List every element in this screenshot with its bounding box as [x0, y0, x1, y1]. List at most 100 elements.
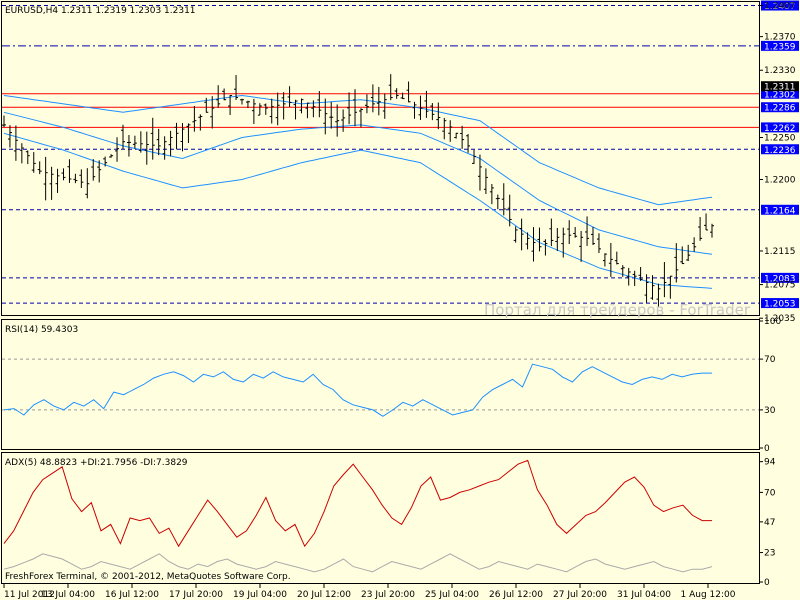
adx-title: ADX(5) 48.8823 +DI:21.7956 -DI:7.3829: [5, 458, 188, 468]
level-label-bg-5: [761, 144, 799, 155]
main-price-bars: [2, 74, 714, 307]
price-bar-86: [513, 226, 518, 243]
price-bar-78: [466, 134, 471, 153]
main-bands: [3, 94, 713, 289]
price-bar-62: [370, 84, 375, 113]
price-bar-61: [364, 94, 369, 114]
price-bar-111: [662, 262, 667, 298]
adx-ytick-label-3: 23: [764, 549, 775, 559]
price-bar-32: [192, 106, 197, 132]
rsi-panel-frame: [1, 319, 760, 450]
price-bar-14: [85, 168, 90, 199]
price-bar-82: [489, 184, 494, 205]
price-bar-66: [394, 88, 399, 99]
current-price-label: 1.2311: [764, 83, 796, 93]
price-bar-47: [281, 92, 286, 120]
price-bar-102: [608, 242, 613, 277]
rsi-ytick-label-1: 70: [764, 355, 776, 365]
price-bar-53: [317, 91, 322, 118]
price-bar-52: [311, 100, 316, 118]
price-bar-54: [323, 98, 328, 135]
price-bar-89: [531, 227, 536, 262]
x-tick-label-2: 16 Jul 12:00: [105, 590, 159, 600]
price-bar-64: [382, 93, 387, 119]
level-label-bg-2: [761, 88, 799, 99]
footer-copyright: FreshForex Terminal, © 2001-2012, MetaQu…: [5, 572, 291, 582]
level-label-bg-1: [761, 40, 799, 51]
price-bar-8: [49, 166, 54, 200]
price-bar-25: [150, 117, 155, 160]
main-ytick-label-2: 1.2330: [764, 66, 796, 76]
price-bar-103: [614, 251, 619, 265]
price-bar-70: [418, 95, 423, 120]
price-bar-83: [495, 194, 500, 210]
price-bar-38: [228, 94, 233, 116]
rsi-plot: 100 70 30 0: [2, 317, 781, 454]
price-bar-45: [269, 98, 274, 124]
price-bar-34: [204, 97, 209, 113]
price-bar-37: [222, 88, 227, 101]
price-bar-58: [347, 92, 352, 125]
x-tick-label-0: 11 Jul 2012: [4, 590, 55, 600]
price-bar-97: [579, 230, 584, 262]
level-label-bg-3: [761, 102, 799, 113]
price-bar-51: [305, 102, 310, 119]
x-tick-label-3: 17 Jul 20:00: [169, 590, 223, 600]
level-label-3: 1.2286: [764, 104, 796, 114]
price-bar-43: [257, 103, 262, 116]
price-bar-41: [245, 100, 250, 109]
price-bar-19: [115, 137, 120, 162]
price-bar-59: [353, 89, 358, 127]
upper-band: [3, 94, 713, 206]
price-bar-104: [620, 265, 625, 277]
x-tick-label-11: 1 Aug 12:00: [681, 590, 736, 600]
price-bar-40: [239, 98, 244, 105]
price-bar-26: [156, 128, 161, 156]
price-bar-90: [537, 227, 542, 252]
price-bar-11: [67, 159, 72, 183]
price-bar-114: [680, 246, 685, 265]
price-bar-36: [216, 85, 221, 108]
price-bar-28: [168, 130, 173, 157]
main-y-ticks: 1.2407 1.2370 1.2330 1.2250 1.2200 1.2115 1.20…: [759, 2, 796, 324]
adx-ytick-label-1: 70: [764, 488, 776, 498]
price-bar-0: [2, 115, 6, 128]
level-label-bg-8: [761, 298, 799, 309]
main-ytick-label-4: 1.2250: [764, 133, 796, 143]
price-bar-50: [299, 98, 304, 114]
level-label-bg-4: [761, 122, 799, 133]
rsi-series-0: [3, 363, 712, 417]
price-bar-88: [525, 232, 530, 250]
price-bar-93: [555, 227, 560, 251]
price-bar-81: [483, 168, 488, 194]
price-bar-73: [436, 102, 441, 130]
price-bar-56: [335, 104, 340, 137]
price-bar-108: [644, 274, 649, 303]
price-bar-118: [704, 213, 709, 231]
price-bar-42: [251, 98, 256, 124]
price-bar-55: [329, 101, 334, 129]
price-bar-74: [442, 117, 447, 140]
price-bar-99: [591, 227, 596, 246]
main-ytick-label-6: 1.2115: [764, 247, 796, 257]
lower-band: [3, 132, 713, 289]
price-bar-113: [674, 243, 679, 283]
price-bar-80: [477, 154, 482, 191]
level-label-2: 1.2302: [764, 90, 796, 100]
main-ytick-label-0: 1.2407: [764, 2, 796, 12]
middle-band: [3, 111, 713, 255]
price-bar-30: [180, 123, 185, 152]
price-bar-5: [31, 152, 36, 173]
main-panel-frame: [1, 1, 760, 316]
level-label-5: 1.2236: [764, 146, 796, 156]
price-bar-1: [7, 125, 12, 148]
adx-series-1: [3, 553, 713, 573]
price-bar-87: [519, 218, 524, 251]
price-bar-9: [55, 168, 60, 193]
x-tick-label-7: 25 Jul 04:00: [425, 590, 479, 600]
price-bar-105: [626, 267, 631, 286]
price-bar-117: [698, 217, 703, 241]
x-tick-label-4: 19 Jul 04:00: [233, 590, 287, 600]
